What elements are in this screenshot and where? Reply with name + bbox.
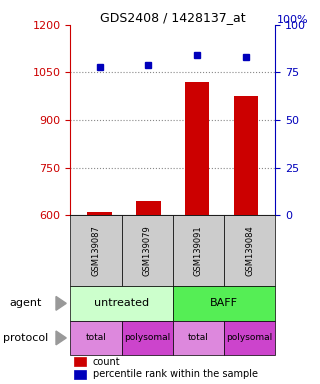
Text: GSM139079: GSM139079 [143,225,152,276]
Text: agent: agent [10,298,42,308]
Bar [234,96,258,215]
Text: polysomal: polysomal [227,333,273,343]
Text: 100%: 100% [277,15,309,25]
Text: untreated: untreated [94,298,149,308]
Bar [136,202,161,215]
Text: total: total [85,333,107,343]
Text: total: total [188,333,209,343]
Text: protocol: protocol [3,333,48,343]
Text: percentile rank within the sample: percentile rank within the sample [93,369,258,379]
Bar [87,212,112,215]
Text: GSM139084: GSM139084 [245,225,254,276]
Bar [185,82,209,215]
Text: BAFF: BAFF [210,298,238,308]
Title: GDS2408 / 1428137_at: GDS2408 / 1428137_at [100,11,246,24]
Text: GSM139091: GSM139091 [194,225,203,276]
Text: polysomal: polysomal [124,333,170,343]
Text: GSM139087: GSM139087 [92,225,100,276]
Text: count: count [93,357,120,367]
